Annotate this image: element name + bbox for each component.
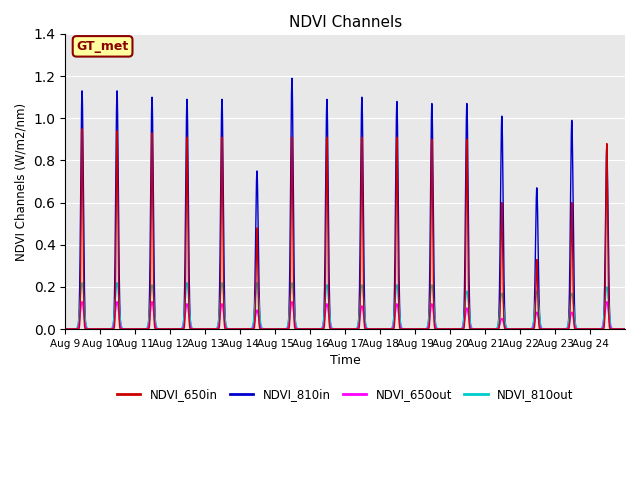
NDVI_810in — [418, 326, 426, 332]
NDVI_810out — [418, 326, 426, 332]
NDVI_810in — [621, 326, 629, 332]
NDVI_810out — [129, 326, 137, 332]
NDVI_810in — [557, 326, 565, 332]
NDVI_650in — [446, 326, 454, 332]
NDVI_810in — [292, 322, 300, 327]
Line: NDVI_810in: NDVI_810in — [65, 78, 625, 329]
NDVI_650out — [418, 326, 426, 332]
NDVI_650out — [557, 326, 565, 332]
NDVI_810out — [515, 326, 523, 332]
NDVI_650in — [179, 326, 186, 332]
Y-axis label: NDVI Channels (W/m2/nm): NDVI Channels (W/m2/nm) — [15, 102, 28, 261]
Line: NDVI_810out: NDVI_810out — [65, 283, 625, 329]
NDVI_650in — [557, 326, 565, 332]
Line: NDVI_650in: NDVI_650in — [65, 129, 625, 329]
NDVI_650out — [446, 326, 454, 332]
NDVI_650in — [418, 326, 426, 332]
NDVI_650out — [129, 326, 137, 332]
NDVI_650out — [179, 325, 186, 331]
NDVI_810in — [446, 326, 454, 332]
NDVI_650out — [621, 326, 629, 332]
NDVI_650in — [550, 326, 558, 332]
NDVI_650out — [292, 324, 300, 330]
NDVI_810out — [292, 319, 300, 325]
NDVI_810out — [621, 326, 629, 332]
NDVI_650out — [515, 326, 523, 332]
Line: NDVI_650out: NDVI_650out — [65, 301, 625, 329]
NDVI_810in — [61, 326, 69, 332]
NDVI_810in — [129, 326, 137, 332]
NDVI_650out — [78, 299, 86, 304]
Title: NDVI Channels: NDVI Channels — [289, 15, 402, 30]
NDVI_810out — [446, 326, 454, 332]
NDVI_810out — [557, 326, 565, 332]
NDVI_650in — [78, 126, 86, 132]
NDVI_650in — [129, 326, 137, 332]
NDVI_810out — [78, 280, 86, 286]
NDVI_810in — [179, 325, 186, 331]
NDVI_810in — [550, 326, 558, 332]
NDVI_650in — [61, 326, 69, 332]
NDVI_650out — [61, 326, 69, 332]
Text: GT_met: GT_met — [76, 40, 129, 53]
X-axis label: Time: Time — [330, 354, 360, 367]
NDVI_810out — [61, 326, 69, 332]
NDVI_650in — [292, 326, 300, 332]
NDVI_810in — [288, 75, 296, 81]
NDVI_650in — [621, 326, 629, 332]
Legend: NDVI_650in, NDVI_810in, NDVI_650out, NDVI_810out: NDVI_650in, NDVI_810in, NDVI_650out, NDV… — [112, 384, 578, 406]
NDVI_810out — [179, 323, 186, 329]
